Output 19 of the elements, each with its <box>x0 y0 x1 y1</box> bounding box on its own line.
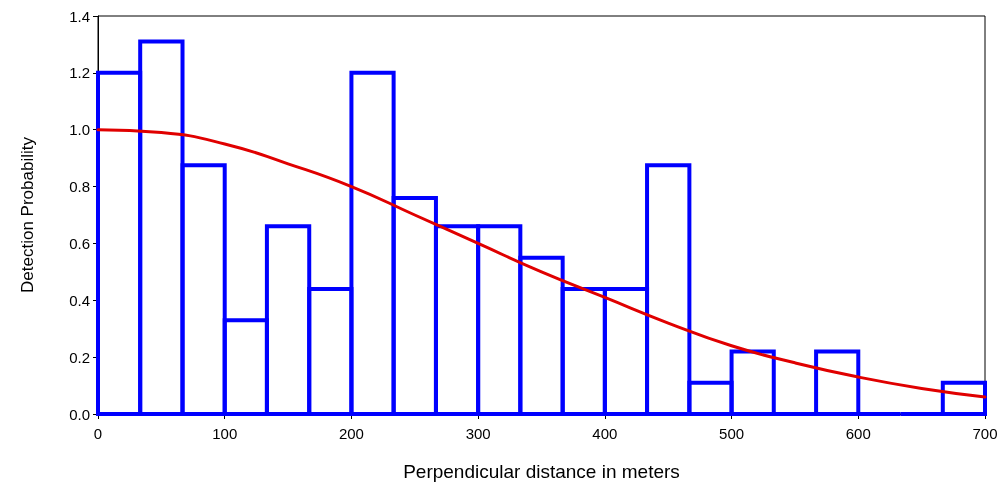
y-tick-label: 0.6 <box>69 234 90 252</box>
x-tick-label: 0 <box>93 425 103 442</box>
x-axis-title: Perpendicular distance in meters <box>403 461 680 482</box>
x-tick-label: 600 <box>845 425 871 442</box>
x-tick-label: 100 <box>212 425 238 442</box>
y-tick-label: 1.4 <box>69 7 90 25</box>
y-tick-label: 0.0 <box>69 405 90 423</box>
y-tick-label: 0.4 <box>69 291 90 309</box>
x-tick-label: 400 <box>592 425 618 442</box>
y-tick-label: 1.0 <box>69 121 90 139</box>
x-tick-label: 200 <box>338 425 364 442</box>
y-tick-label: 0.2 <box>69 348 90 366</box>
x-tick-label: 300 <box>465 425 491 442</box>
x-tick-label: 700 <box>972 425 998 442</box>
y-axis-title: Detection Probability <box>18 136 37 293</box>
line-series <box>96 128 987 399</box>
y-tick-label: 1.2 <box>69 64 90 82</box>
y-tick-label: 0.8 <box>69 178 90 196</box>
x-tick-label: 500 <box>719 425 745 442</box>
